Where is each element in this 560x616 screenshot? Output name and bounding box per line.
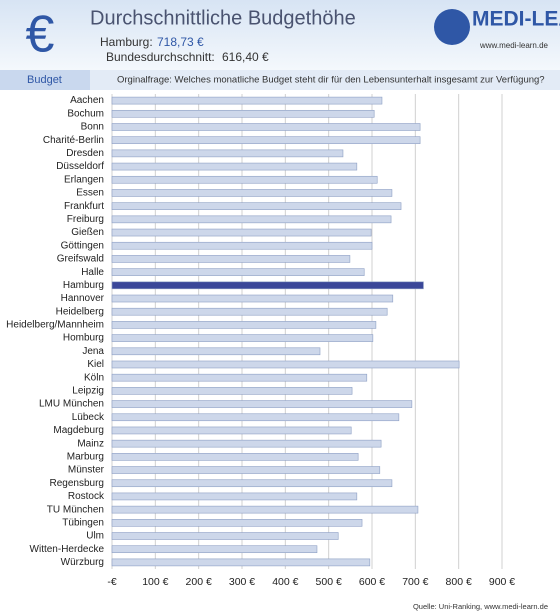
bar xyxy=(111,400,413,408)
bar xyxy=(111,426,352,435)
y-tick-label: Frankfurt xyxy=(64,201,104,212)
bar xyxy=(111,492,358,501)
y-tick-label: Witten-Herdecke xyxy=(30,544,105,555)
x-tick-label: 300 € xyxy=(229,576,255,588)
y-tick-label: Münster xyxy=(68,465,105,476)
y-tick-label: Magdeburg xyxy=(53,425,104,436)
y-tick-label: Würzburg xyxy=(61,557,104,568)
y-tick-label: Freiburg xyxy=(67,214,104,225)
bar xyxy=(111,96,383,105)
y-tick-label: TU München xyxy=(47,504,104,515)
bar xyxy=(111,505,419,514)
y-tick-label: Rostock xyxy=(68,491,105,502)
logo: MEDI-LEARN xyxy=(472,8,560,31)
bar xyxy=(111,466,381,474)
bar xyxy=(111,334,374,342)
bar xyxy=(111,175,378,184)
bar xyxy=(111,123,421,131)
bar xyxy=(111,136,421,144)
x-tick-label: 200 € xyxy=(186,576,212,588)
logo-icon xyxy=(434,9,470,45)
bar xyxy=(111,360,460,369)
y-tick-label: Hamburg xyxy=(63,280,104,291)
y-tick-label: Dresden xyxy=(66,148,104,159)
y-tick-label: Leipzig xyxy=(72,386,104,397)
bar xyxy=(111,453,359,461)
bar xyxy=(111,202,402,210)
bar xyxy=(111,373,368,382)
euro-symbol: € xyxy=(26,6,55,64)
bar xyxy=(111,387,353,395)
y-tick-label: Jena xyxy=(82,346,104,357)
bar xyxy=(111,149,344,158)
annotation-value: 616,40 € xyxy=(222,50,269,64)
bar xyxy=(111,321,377,329)
x-tick-label: 400 € xyxy=(272,576,298,588)
x-tick-label: 100 € xyxy=(142,576,168,588)
chart-title: Durchschnittliche Budgethöhe xyxy=(90,7,356,29)
y-tick-label: Marburg xyxy=(67,451,104,462)
bar xyxy=(111,268,365,276)
y-tick-label: Essen xyxy=(76,188,104,199)
annotation-value: 718,73 € xyxy=(157,35,204,49)
annotation-label: Hamburg: xyxy=(100,35,153,49)
bar xyxy=(111,439,382,448)
y-tick-label: Regensburg xyxy=(50,478,104,489)
section-band xyxy=(0,70,90,90)
y-tick-label: Mainz xyxy=(77,438,104,449)
y-tick-label: Charité-Berlin xyxy=(43,135,104,146)
x-tick-label: 700 € xyxy=(402,576,428,588)
y-tick-label: Gießen xyxy=(71,227,104,238)
bar xyxy=(111,479,393,488)
section-label: Budget xyxy=(27,74,62,86)
y-tick-label: Kiel xyxy=(87,359,104,370)
y-tick-label: Lübeck xyxy=(72,412,105,423)
bar xyxy=(111,307,388,316)
y-tick-label: Homburg xyxy=(63,333,104,344)
x-tick-label: 800 € xyxy=(446,576,472,588)
bar xyxy=(111,281,424,290)
y-tick-label: Düsseldorf xyxy=(56,161,104,172)
y-tick-label: Tübingen xyxy=(62,517,104,528)
y-tick-label: Göttingen xyxy=(61,240,104,251)
logo-url: www.medi-learn.de xyxy=(479,41,549,50)
bar xyxy=(111,255,351,263)
x-tick-label: 500 € xyxy=(316,576,342,588)
question: Orginalfrage: Welches monatliche Budget … xyxy=(117,75,545,86)
bar xyxy=(111,109,375,118)
bar xyxy=(111,162,358,171)
y-tick-label: Heidelberg xyxy=(56,306,104,317)
y-tick-label: Bonn xyxy=(81,122,104,133)
x-tick-label: 900 € xyxy=(489,576,515,588)
bar xyxy=(111,228,372,237)
y-tick-label: Hannover xyxy=(61,293,105,304)
y-tick-label: Greifswald xyxy=(57,254,104,265)
source: Quelle: Uni-Ranking, www.medi-learn.de xyxy=(413,602,548,611)
bar xyxy=(111,215,392,224)
bar xyxy=(111,189,393,197)
bar xyxy=(111,347,321,356)
bar xyxy=(111,519,363,527)
bar xyxy=(111,413,400,422)
y-tick-label: Heidelberg/Mannheim xyxy=(6,320,104,331)
annotation-label: Bundesdurchschnitt: xyxy=(106,50,215,64)
y-tick-label: LMU München xyxy=(39,399,104,410)
y-tick-label: Aachen xyxy=(70,95,104,106)
y-tick-label: Halle xyxy=(81,267,104,278)
question-band xyxy=(0,70,560,90)
y-tick-label: Erlangen xyxy=(64,174,104,185)
y-tick-label: Ulm xyxy=(86,531,104,542)
x-tick-label: -€ xyxy=(107,576,116,588)
bar xyxy=(111,294,394,303)
bar xyxy=(111,545,318,554)
bar xyxy=(111,532,339,540)
y-tick-label: Bochum xyxy=(67,108,104,119)
x-tick-label: 600 € xyxy=(359,576,385,588)
y-tick-label: Köln xyxy=(84,372,104,383)
bar xyxy=(111,241,373,250)
bar xyxy=(111,558,371,567)
